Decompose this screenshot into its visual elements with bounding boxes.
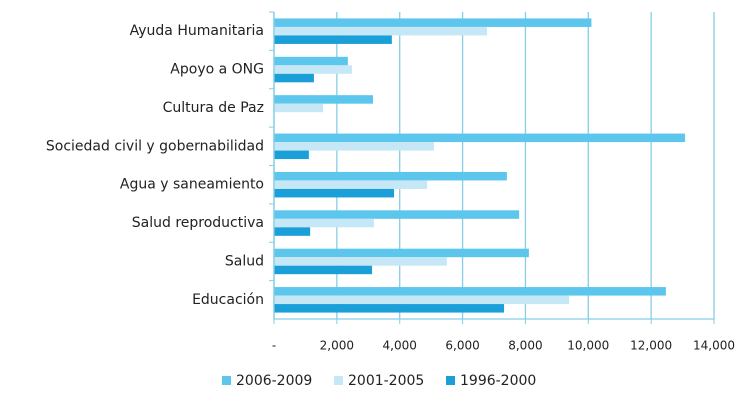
- bar: [274, 265, 373, 275]
- y-tick-label: Cultura de Paz: [163, 100, 264, 116]
- bar: [274, 304, 505, 313]
- x-tick-label: 8,000: [508, 339, 542, 353]
- bar: [274, 26, 488, 36]
- bar: [274, 171, 507, 181]
- legend-label: 2001-2005: [348, 373, 424, 389]
- x-tick-label: 6,000: [445, 339, 479, 353]
- y-tick-label: Salud: [225, 253, 264, 269]
- x-tick-label: 2,000: [320, 339, 354, 353]
- bar: [274, 257, 447, 266]
- bar: [274, 218, 374, 228]
- bar: [274, 210, 520, 219]
- bar: [274, 103, 324, 113]
- bar: [274, 133, 686, 143]
- y-tick-label: Educación: [192, 292, 264, 308]
- legend-marker: [334, 376, 343, 385]
- x-tick-label: 4,000: [383, 339, 417, 353]
- bar: [274, 35, 392, 44]
- bar: [274, 73, 314, 83]
- bar: [274, 56, 348, 66]
- legend-marker: [222, 376, 231, 385]
- legend-label: 2006-2009: [236, 373, 312, 389]
- y-tick-label: Sociedad civil y gobernabilidad: [46, 138, 264, 154]
- legend-marker: [446, 376, 455, 385]
- x-tick-label: 14,000: [693, 339, 735, 353]
- y-tick-label: Ayuda Humanitaria: [130, 23, 264, 39]
- legend-label: 1996-2000: [460, 373, 536, 389]
- y-tick-label: Agua y saneamiento: [120, 177, 264, 193]
- x-tick-label: 10,000: [567, 339, 609, 353]
- x-tick-label: -: [272, 339, 276, 353]
- bar: [274, 18, 592, 27]
- x-tick-label: 12,000: [630, 339, 672, 353]
- bar: [274, 180, 428, 189]
- bar: [274, 95, 373, 104]
- y-tick-label: Salud reproductiva: [132, 215, 264, 231]
- bar: [274, 142, 434, 151]
- bar: [274, 150, 309, 160]
- bar: [274, 287, 666, 296]
- bar: [274, 188, 395, 198]
- bar: [274, 248, 529, 258]
- bar: [274, 295, 570, 305]
- bar: [274, 227, 311, 236]
- bar: [274, 65, 352, 74]
- y-tick-label: Apoyo a ONG: [170, 62, 264, 78]
